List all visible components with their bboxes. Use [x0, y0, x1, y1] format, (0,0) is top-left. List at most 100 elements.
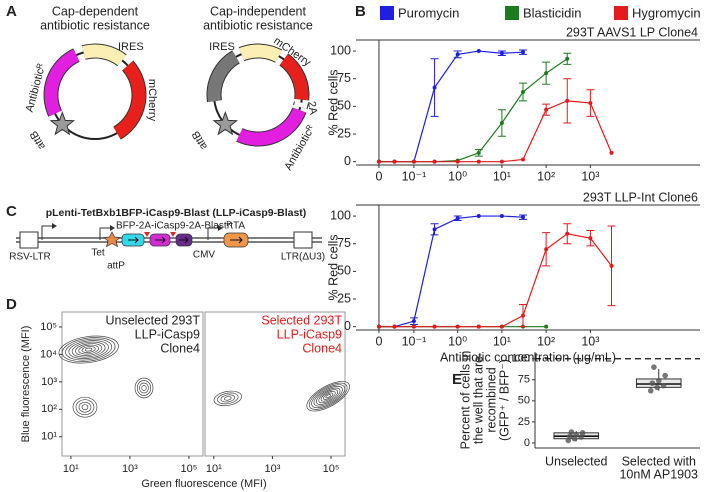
- y-tick-label: 50: [518, 395, 530, 407]
- panel-label: E: [452, 371, 462, 388]
- feature-label: CMV: [193, 250, 216, 261]
- panel-label: D: [6, 296, 17, 313]
- y-tick-label: 10¹: [41, 431, 57, 443]
- panel-label: A: [6, 3, 17, 20]
- x-tick-label: 10⁰: [448, 334, 467, 348]
- legend-label: Hygromycin: [632, 5, 701, 20]
- data-point: [647, 387, 654, 394]
- feature-label: IRES: [118, 41, 144, 53]
- data-point: [455, 324, 460, 329]
- legend-swatch: [614, 6, 628, 20]
- y-tick-label: 50: [337, 99, 351, 113]
- x-tick-label: Selected with: [622, 454, 696, 468]
- contour: [78, 401, 92, 413]
- construct-map: [16, 223, 322, 249]
- plot-frame: [61, 311, 204, 457]
- data-point: [432, 324, 437, 329]
- y-tick-label: 50: [337, 264, 351, 278]
- x-tick-label: 0: [375, 169, 382, 183]
- y-tick-label: 0: [524, 437, 530, 449]
- contour: [136, 380, 152, 396]
- plasmid-title: Cap-independent: [210, 4, 306, 18]
- panel-label: C: [6, 203, 17, 220]
- data-point: [565, 56, 570, 61]
- plot-title: Unselected 293T: [105, 313, 200, 327]
- data-point: [455, 216, 460, 221]
- feature-label: IRES: [209, 41, 235, 53]
- y-axis-label: % Red cells: [326, 70, 340, 136]
- contour: [75, 343, 103, 356]
- data-point: [499, 159, 504, 164]
- y-tick-label: 75: [337, 71, 351, 85]
- y-tick-label: 10⁵: [40, 321, 57, 333]
- plasmid-feature: [294, 101, 308, 109]
- x-tick-label: 10³: [264, 463, 280, 475]
- data-point: [376, 159, 381, 164]
- data-point: [544, 107, 549, 112]
- contour: [81, 404, 89, 411]
- data-point: [411, 159, 416, 164]
- contour: [75, 399, 95, 416]
- data-point: [392, 324, 397, 329]
- data-point: [455, 52, 460, 57]
- series-line: [378, 215, 524, 328]
- x-tick-label: 10⁵: [323, 463, 340, 475]
- feature-label: Tet: [91, 248, 105, 259]
- plasmid-feature: [236, 107, 306, 146]
- contour: [72, 396, 98, 418]
- y-tick-label: 25: [337, 126, 351, 140]
- data-point: [499, 324, 504, 329]
- x-axis-label: Antibiotic concentration (μg/mL): [440, 350, 616, 364]
- data-point: [499, 214, 504, 219]
- y-axis-label: Percent of cells in: [458, 351, 472, 450]
- contour: [84, 347, 93, 352]
- x-tick-label: 10¹: [493, 334, 511, 348]
- data-point: [579, 430, 586, 436]
- data-point: [432, 159, 437, 164]
- plot-title: LLP-iCasp9: [277, 327, 342, 341]
- data-point: [476, 159, 481, 164]
- data-point: [565, 231, 570, 236]
- data-point: [521, 313, 526, 318]
- y-axis-label: recombined: [484, 367, 498, 432]
- data-point: [432, 85, 437, 90]
- x-tick-label: 10⁰: [448, 169, 467, 183]
- data-point: [499, 51, 504, 56]
- data-point: [662, 372, 668, 379]
- plasmid-feature: [279, 54, 309, 101]
- contour: [61, 337, 116, 362]
- plot-title: Clone4: [302, 341, 342, 355]
- data-point: [432, 227, 437, 232]
- data-point: [544, 71, 549, 76]
- attb-site: [49, 110, 76, 136]
- contour: [213, 390, 242, 407]
- data-point: [649, 380, 656, 386]
- x-tick-label: 10¹: [206, 463, 222, 475]
- contour: [315, 387, 341, 405]
- plasmid-maps: [43, 43, 310, 147]
- x-tick-label: 10³: [581, 334, 599, 348]
- attb-site: [212, 110, 239, 136]
- contour: [223, 396, 232, 401]
- data-point: [654, 384, 660, 391]
- x-tick-label: 10¹: [493, 169, 511, 183]
- y-tick-label: 10⁴: [40, 348, 57, 360]
- data-point: [568, 429, 575, 435]
- data-point: [651, 364, 657, 370]
- plot-title: LLP-iCasp9: [135, 327, 200, 341]
- feature-label: 2A: [305, 100, 319, 116]
- feature-label: BFP-2A-iCasp9-2A-Blastᴿ: [116, 221, 232, 232]
- x-tick-label: 10²: [537, 169, 555, 183]
- contour: [78, 344, 99, 355]
- data-point: [578, 434, 584, 440]
- panel-label: B: [355, 3, 366, 20]
- y-tick-label: 75: [518, 374, 530, 386]
- data-point: [609, 150, 614, 155]
- data-point: [567, 433, 573, 440]
- contour: [323, 392, 334, 400]
- strip: [356, 25, 700, 40]
- data-point: [476, 324, 481, 329]
- data-point: [455, 159, 460, 164]
- data-point: [588, 101, 593, 106]
